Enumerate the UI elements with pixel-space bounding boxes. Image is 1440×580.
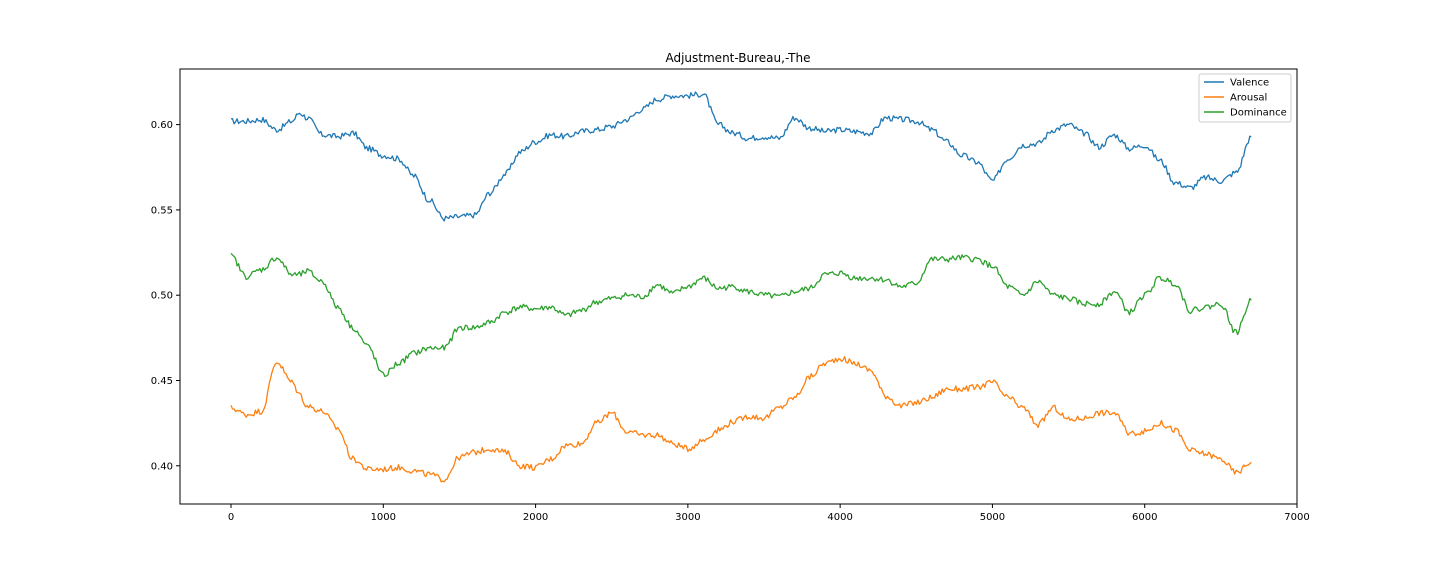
y-tick-label: 0.45 [151, 376, 173, 387]
y-axis: 0.40 0.45 0.50 0.55 0.60 [151, 120, 180, 472]
legend-label-valence: Valence [1230, 78, 1269, 89]
y-tick-label: 0.50 [151, 291, 173, 302]
legend: Valence Arousal Dominance [1198, 73, 1292, 123]
x-tick-label: 7000 [1284, 512, 1309, 523]
x-tick-label: 6000 [1132, 512, 1157, 523]
y-tick-label: 0.40 [151, 461, 173, 472]
legend-label-dominance: Dominance [1230, 108, 1287, 119]
x-tick-label: 3000 [675, 512, 700, 523]
series-layer [230, 91, 1252, 483]
plot-area-frame [179, 68, 1298, 505]
series-line-arousal [230, 356, 1252, 483]
legend-label-arousal: Arousal [1230, 93, 1267, 104]
series-line-dominance [230, 252, 1252, 378]
x-tick-label: 1000 [371, 512, 396, 523]
x-tick-label: 4000 [827, 512, 852, 523]
chart-title: Adjustment-Bureau,-The [665, 51, 810, 65]
x-tick-label: 5000 [980, 512, 1005, 523]
y-tick-label: 0.60 [151, 120, 173, 131]
x-axis: 0 1000 2000 3000 4000 5000 6000 7000 [228, 504, 1310, 523]
legend-box [1198, 73, 1292, 123]
x-tick-label: 0 [228, 512, 234, 523]
series-line-valence [230, 91, 1252, 222]
y-tick-label: 0.55 [151, 205, 173, 216]
x-tick-label: 2000 [523, 512, 548, 523]
